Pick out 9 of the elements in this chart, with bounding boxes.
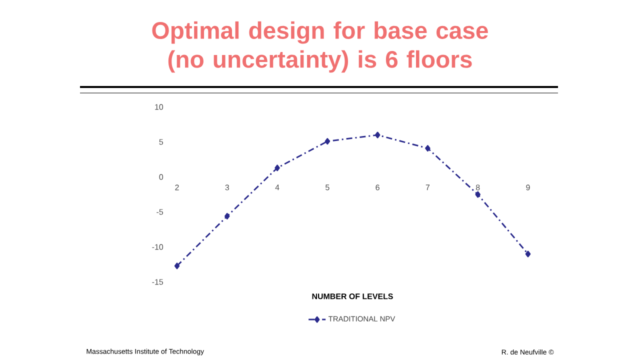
chart-title: Optimal design for base case (no uncertainty) is 6 floors	[152, 21, 488, 73]
point	[374, 132, 380, 138]
point	[224, 212, 230, 220]
point	[425, 145, 430, 152]
point	[174, 262, 180, 270]
point	[274, 164, 280, 172]
point	[475, 191, 480, 198]
point	[324, 138, 330, 145]
point	[525, 250, 531, 258]
